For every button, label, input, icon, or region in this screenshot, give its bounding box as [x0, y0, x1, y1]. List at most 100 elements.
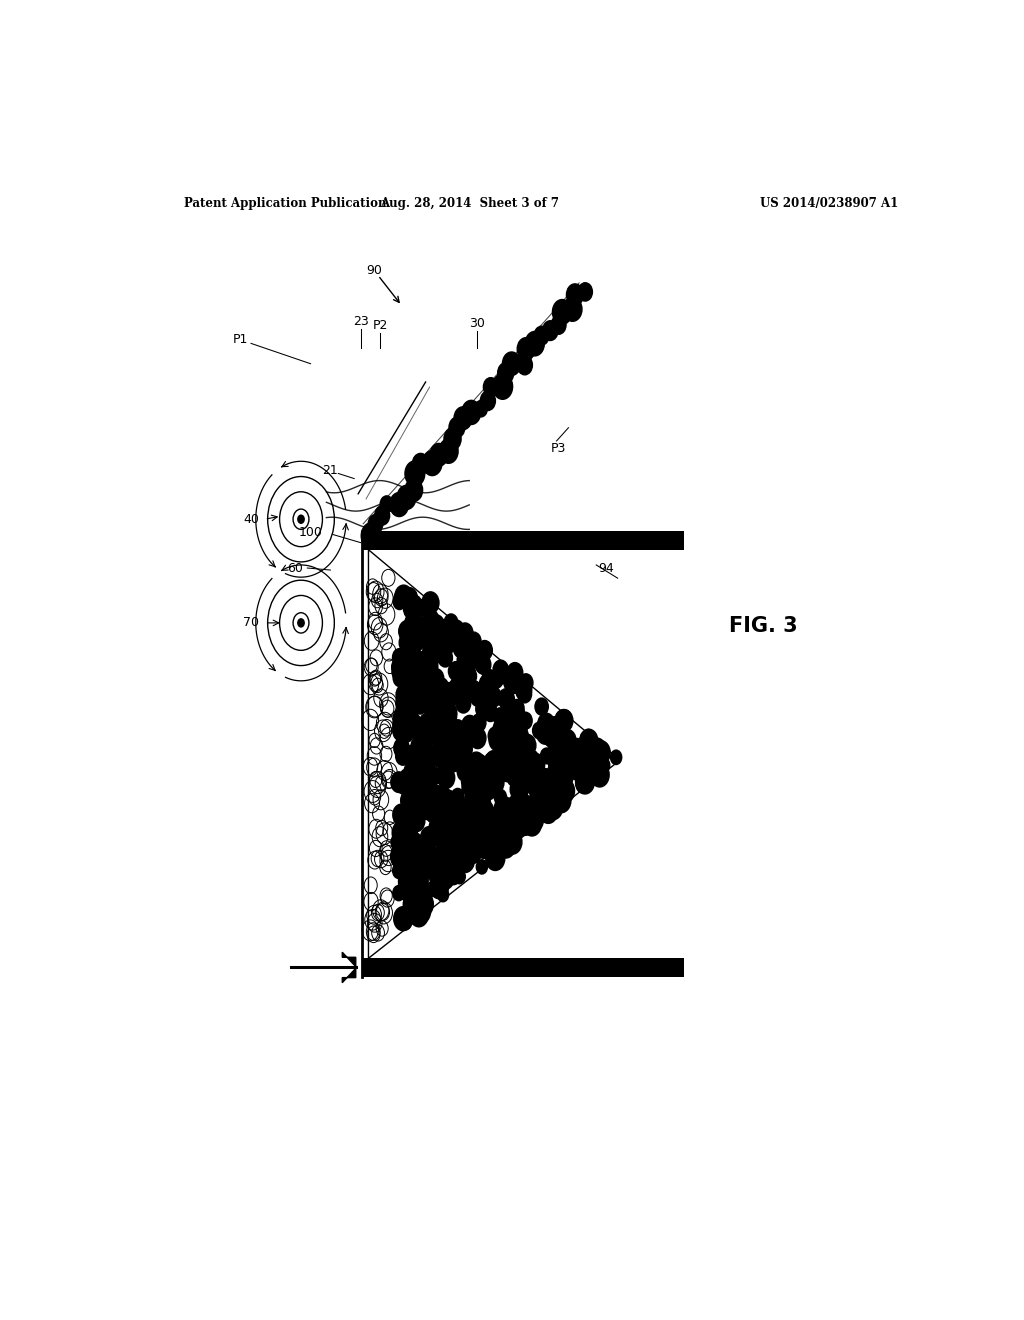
Circle shape [450, 822, 467, 845]
Circle shape [401, 882, 413, 898]
Circle shape [545, 796, 556, 810]
Circle shape [519, 766, 538, 789]
Circle shape [400, 713, 416, 733]
Circle shape [417, 746, 433, 767]
Circle shape [428, 669, 443, 689]
Circle shape [459, 828, 476, 850]
Text: P2: P2 [373, 318, 388, 331]
Circle shape [539, 781, 557, 805]
Circle shape [482, 828, 494, 843]
Circle shape [393, 714, 409, 734]
Text: 40: 40 [243, 512, 259, 525]
Circle shape [432, 731, 449, 751]
Circle shape [462, 723, 475, 742]
Circle shape [517, 744, 535, 767]
Circle shape [459, 665, 474, 684]
Circle shape [429, 820, 446, 842]
Circle shape [486, 771, 504, 793]
Circle shape [449, 661, 463, 681]
Circle shape [444, 428, 461, 450]
Circle shape [409, 871, 421, 887]
Circle shape [539, 799, 558, 824]
Circle shape [500, 738, 516, 759]
Circle shape [543, 725, 561, 747]
Circle shape [446, 813, 464, 836]
Circle shape [401, 886, 413, 902]
Circle shape [483, 704, 498, 722]
Circle shape [541, 748, 553, 764]
Circle shape [582, 734, 600, 758]
Circle shape [407, 661, 423, 682]
Circle shape [529, 770, 542, 785]
Circle shape [423, 640, 439, 660]
Circle shape [530, 792, 543, 808]
Circle shape [447, 750, 461, 767]
Circle shape [524, 767, 542, 791]
Circle shape [471, 754, 487, 776]
Circle shape [462, 721, 475, 738]
Circle shape [512, 767, 524, 783]
Circle shape [526, 751, 539, 767]
Circle shape [436, 803, 454, 824]
Circle shape [409, 682, 424, 704]
Circle shape [485, 686, 502, 708]
Circle shape [487, 772, 500, 788]
Circle shape [430, 865, 449, 888]
Bar [362, 958, 684, 977]
Circle shape [397, 855, 415, 879]
Circle shape [509, 711, 525, 733]
Circle shape [476, 859, 487, 874]
Text: 100: 100 [299, 525, 323, 539]
Circle shape [414, 908, 425, 923]
Circle shape [503, 352, 521, 375]
Circle shape [298, 619, 304, 627]
Circle shape [462, 642, 477, 661]
Circle shape [392, 648, 407, 667]
Circle shape [452, 788, 464, 805]
Circle shape [484, 833, 503, 857]
Circle shape [406, 898, 418, 913]
Text: FIG. 3: FIG. 3 [728, 616, 798, 636]
Circle shape [446, 836, 459, 851]
Circle shape [520, 777, 532, 793]
Circle shape [428, 785, 445, 807]
Text: P1: P1 [233, 333, 249, 346]
Circle shape [488, 727, 502, 744]
Circle shape [450, 678, 464, 697]
Circle shape [552, 788, 571, 813]
Circle shape [449, 854, 460, 869]
Circle shape [409, 719, 423, 738]
Circle shape [475, 653, 489, 673]
Circle shape [515, 715, 528, 733]
Circle shape [407, 744, 422, 764]
Circle shape [439, 438, 458, 463]
Circle shape [422, 612, 435, 630]
Circle shape [401, 684, 416, 702]
Circle shape [408, 845, 425, 867]
Circle shape [580, 729, 598, 752]
Circle shape [584, 739, 602, 763]
Circle shape [548, 801, 559, 816]
Circle shape [524, 808, 544, 832]
Circle shape [506, 719, 523, 741]
Circle shape [466, 719, 482, 741]
Circle shape [410, 883, 421, 899]
Circle shape [414, 841, 426, 857]
Circle shape [449, 723, 465, 744]
Circle shape [424, 693, 439, 713]
Circle shape [528, 776, 547, 800]
Circle shape [424, 863, 435, 878]
Circle shape [434, 739, 451, 760]
Circle shape [396, 693, 411, 711]
Circle shape [476, 655, 490, 675]
Circle shape [391, 832, 409, 854]
Circle shape [462, 770, 478, 792]
Circle shape [493, 374, 513, 400]
Circle shape [453, 739, 466, 756]
Circle shape [375, 506, 390, 525]
Circle shape [395, 863, 408, 879]
Circle shape [465, 789, 482, 812]
Circle shape [434, 694, 450, 714]
Circle shape [404, 644, 421, 665]
Circle shape [396, 685, 412, 705]
